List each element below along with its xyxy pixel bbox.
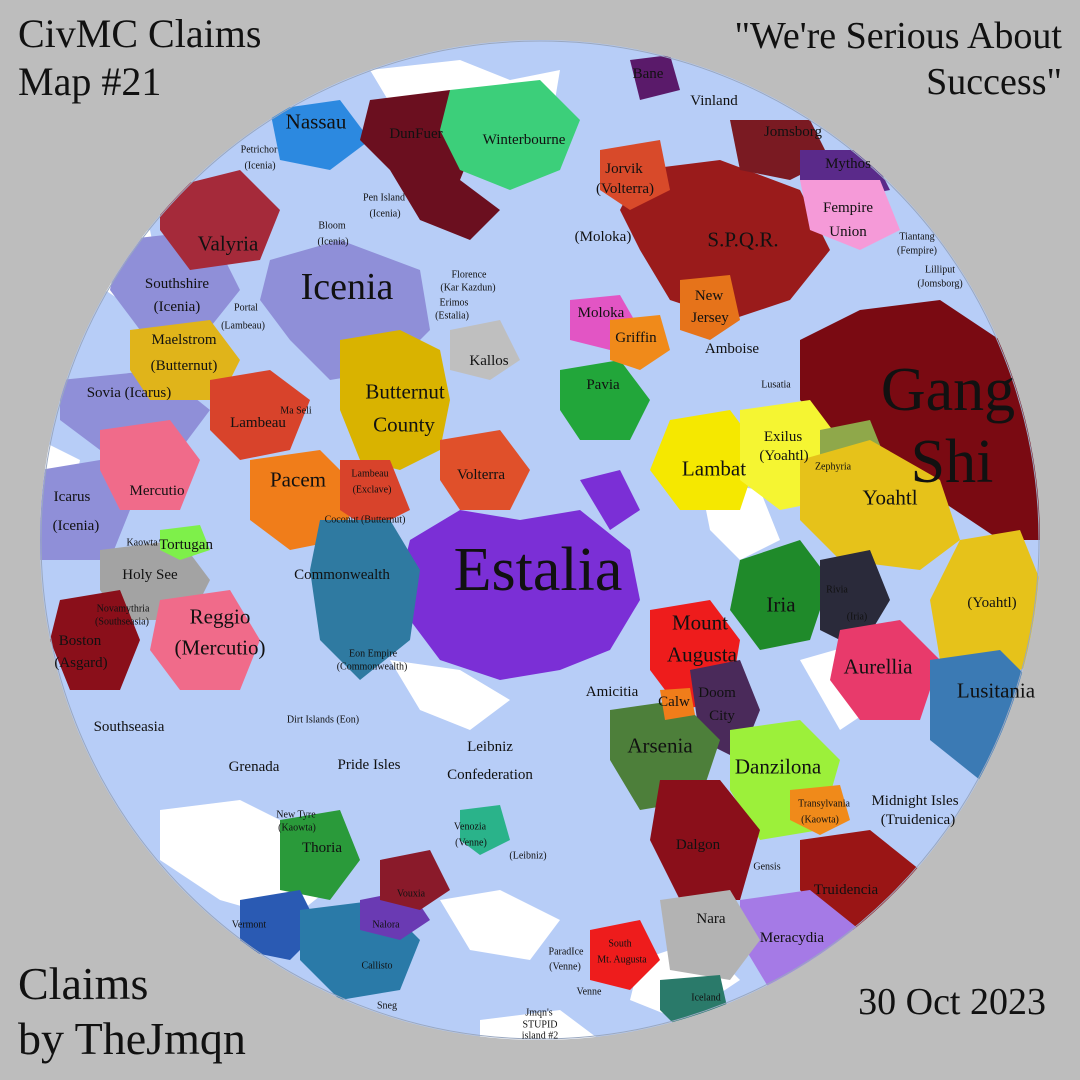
claim-estalia-east (580, 470, 640, 530)
credit: Claims by TheJmqn (18, 956, 246, 1066)
motto-line-2: Success" (926, 60, 1062, 103)
claim-lambeau-2 (340, 460, 410, 530)
claim-jorvik (600, 140, 670, 210)
claim-yoahtl-east (930, 530, 1040, 680)
claim-kallos (450, 320, 520, 380)
credit-line-2: by TheJmqn (18, 1012, 246, 1064)
credit-line-1: Claims (18, 957, 149, 1009)
claim-valyria (160, 170, 280, 270)
claim-fempire (800, 180, 900, 250)
claim-venozia (460, 805, 510, 855)
claim-winterbourne (440, 80, 580, 190)
claim-tortugan (160, 525, 210, 560)
claim-boston (50, 590, 140, 690)
claim-thoria (280, 810, 360, 900)
claim-pavia (560, 360, 650, 440)
claim-dalgon (650, 780, 760, 900)
map-date: 30 Oct 2023 (858, 981, 1046, 1024)
claim-vouxia (380, 850, 450, 910)
claim-commonwealth (310, 520, 420, 680)
claim-yoahtl (800, 440, 960, 570)
claim-lambeau (210, 370, 310, 460)
claims-map[interactable] (40, 40, 1040, 1040)
map-title: CivMC Claims Map #21 (18, 10, 261, 106)
claim-aurellia (830, 620, 940, 720)
claims (40, 55, 1040, 1030)
claim-spqr (620, 160, 830, 320)
title-line-2: Map #21 (18, 59, 162, 104)
claim-griffin (610, 315, 670, 370)
claim-transylvania (790, 785, 850, 835)
title-line-1: CivMC Claims (18, 11, 262, 56)
claim-bane (630, 55, 680, 100)
claim-calw (660, 688, 695, 720)
claim-iria (730, 540, 830, 650)
claim-volterra (440, 430, 530, 510)
claim-south-augusta (590, 920, 660, 990)
claim-lambat (650, 410, 760, 510)
claim-butternut (340, 330, 450, 470)
claim-new-jersey (680, 275, 740, 340)
claim-reggio (150, 590, 260, 690)
claim-nassau (270, 100, 370, 170)
claim-gang-shi (800, 300, 1040, 540)
claim-nara (660, 890, 760, 980)
claim-mercutio (100, 420, 200, 510)
claim-estalia (400, 510, 640, 680)
motto: "We're Serious About Success" (735, 14, 1062, 105)
motto-line-1: "We're Serious About (734, 15, 1062, 57)
